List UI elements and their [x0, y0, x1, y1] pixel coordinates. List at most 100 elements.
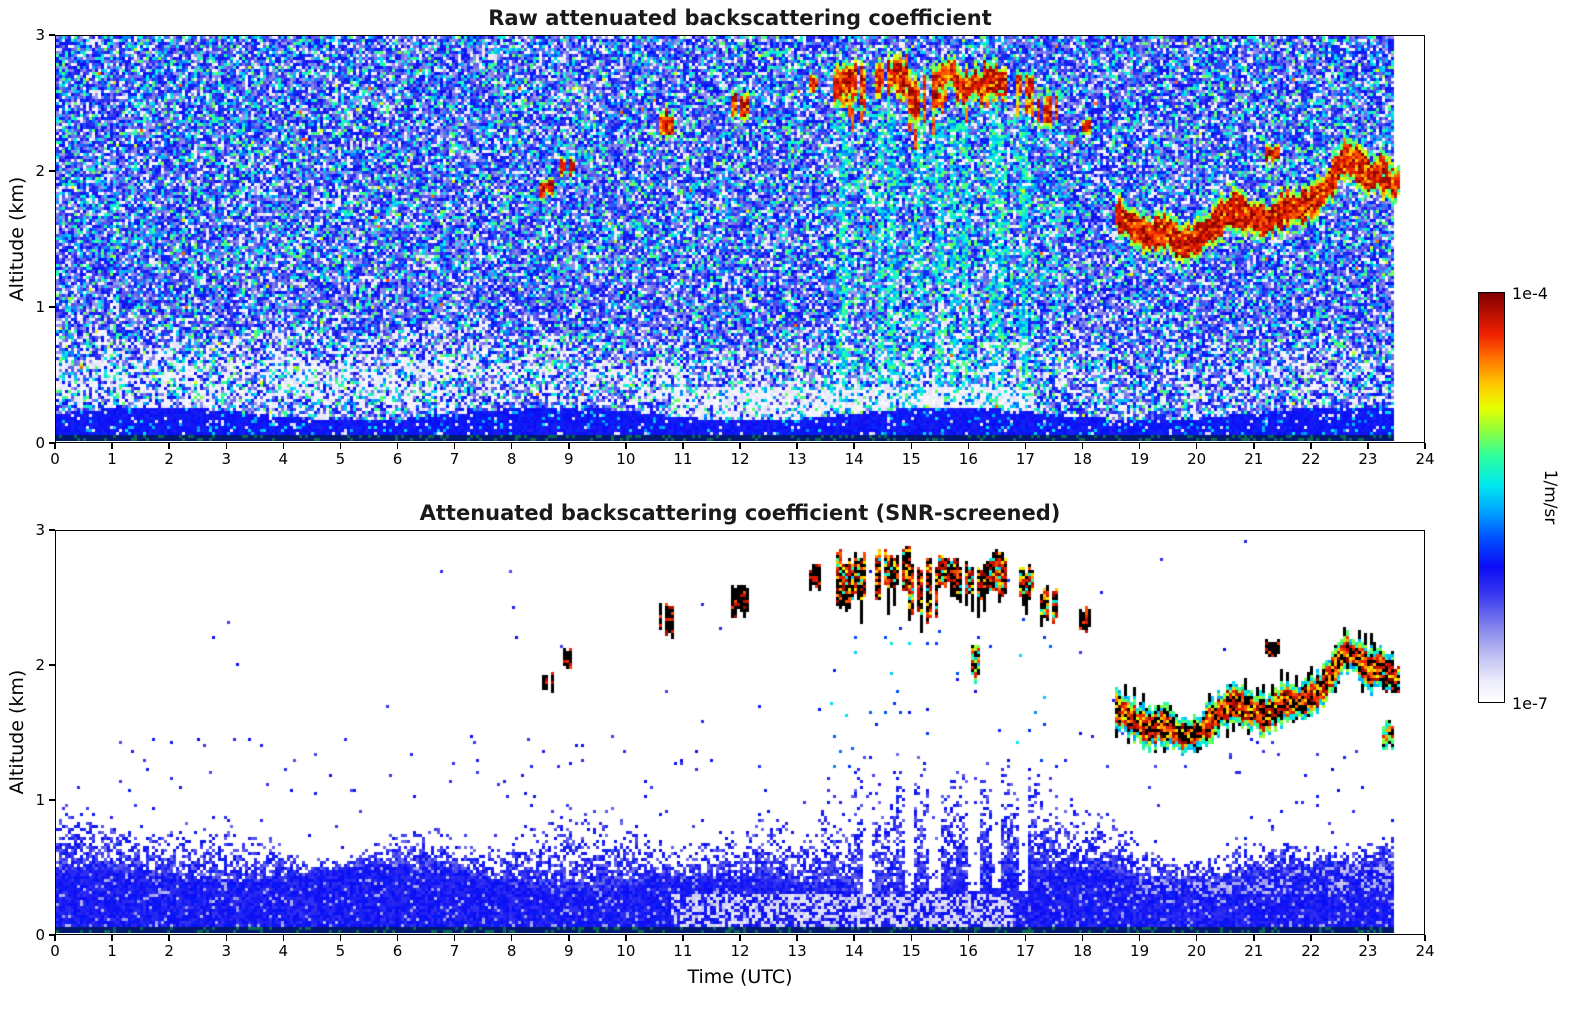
- x-tick-label: 22: [1301, 450, 1321, 468]
- x-tick-label: 19: [1130, 942, 1150, 960]
- panel2-plot-area: [55, 530, 1425, 935]
- x-tick-label: 17: [1015, 450, 1035, 468]
- y-tick-label: 3: [35, 26, 45, 44]
- x-tick-mark: [739, 443, 741, 449]
- x-tick-label: 16: [958, 942, 978, 960]
- x-tick-mark: [739, 935, 741, 941]
- x-tick-mark: [967, 443, 970, 449]
- x-tick-label: 12: [730, 450, 750, 468]
- panel2-title: Attenuated backscattering coefficient (S…: [419, 501, 1061, 525]
- y-tick-mark: [49, 934, 55, 936]
- x-tick-mark: [682, 443, 684, 449]
- y-tick-label: 0: [35, 434, 45, 452]
- x-tick-label: 20: [1187, 450, 1207, 468]
- x-tick-label: 5: [335, 450, 346, 468]
- x-tick-label: 4: [278, 942, 289, 960]
- x-tick-label: 23: [1358, 450, 1378, 468]
- y-tick-mark: [49, 664, 55, 666]
- x-tick-mark: [1138, 935, 1141, 941]
- x-tick-mark: [910, 935, 912, 941]
- x-tick-label: 10: [616, 450, 636, 468]
- x-tick-mark: [1138, 443, 1141, 449]
- x-tick-label: 6: [392, 942, 403, 960]
- x-tick-mark: [1081, 443, 1084, 449]
- x-tick-label: 6: [392, 450, 403, 468]
- panel2-y-axis-label: Altitude (km): [6, 669, 28, 795]
- x-tick-label: 3: [221, 450, 232, 468]
- x-tick-mark: [1024, 443, 1027, 449]
- x-tick-label: 12: [730, 942, 750, 960]
- x-tick-label: 23: [1358, 942, 1378, 960]
- x-tick-mark: [1253, 935, 1255, 941]
- x-tick-mark: [225, 935, 227, 941]
- x-tick-mark: [339, 935, 342, 941]
- x-tick-label: 7: [449, 450, 460, 468]
- colorbar-max-label: 1e-4: [1512, 284, 1548, 303]
- x-tick-mark: [510, 935, 513, 941]
- x-tick-mark: [282, 935, 285, 941]
- x-tick-label: 1: [107, 942, 117, 960]
- panel1-heatmap: [56, 36, 1423, 441]
- x-tick-mark: [853, 935, 855, 941]
- x-tick-label: 13: [787, 942, 807, 960]
- x-tick-mark: [1424, 443, 1426, 449]
- x-tick-mark: [339, 443, 342, 449]
- x-tick-label: 15: [901, 450, 921, 468]
- y-tick-label: 0: [35, 926, 45, 944]
- x-tick-mark: [853, 443, 855, 449]
- x-tick-mark: [1310, 935, 1312, 941]
- x-tick-label: 8: [506, 450, 517, 468]
- x-tick-label: 14: [844, 450, 864, 468]
- x-axis-label: Time (UTC): [687, 966, 793, 988]
- x-tick-label: 21: [1244, 450, 1264, 468]
- colorbar-unit-label: 1/m/sr: [1540, 469, 1560, 525]
- x-tick-label: 15: [901, 942, 921, 960]
- x-tick-mark: [111, 935, 113, 941]
- x-tick-label: 1: [107, 450, 117, 468]
- x-tick-mark: [54, 443, 56, 449]
- x-tick-mark: [1081, 935, 1084, 941]
- y-tick-mark: [49, 529, 55, 531]
- x-tick-label: 11: [673, 942, 693, 960]
- x-tick-label: 0: [50, 450, 60, 468]
- x-tick-label: 4: [278, 450, 289, 468]
- x-tick-label: 3: [221, 942, 232, 960]
- x-tick-mark: [396, 935, 399, 941]
- x-tick-label: 24: [1415, 942, 1435, 960]
- y-tick-mark: [49, 170, 55, 172]
- x-tick-mark: [796, 935, 798, 941]
- x-tick-mark: [625, 443, 627, 449]
- y-tick-mark: [49, 34, 55, 36]
- x-tick-mark: [568, 443, 570, 449]
- x-tick-mark: [282, 443, 285, 449]
- x-tick-label: 21: [1244, 942, 1264, 960]
- x-tick-mark: [682, 935, 684, 941]
- x-tick-mark: [225, 443, 227, 449]
- x-tick-label: 24: [1415, 450, 1435, 468]
- x-tick-mark: [168, 443, 170, 449]
- x-tick-label: 14: [844, 942, 864, 960]
- y-tick-mark: [49, 306, 55, 308]
- x-tick-mark: [1195, 935, 1198, 941]
- x-tick-mark: [453, 935, 456, 941]
- y-tick-label: 2: [35, 162, 45, 180]
- x-tick-mark: [568, 935, 570, 941]
- x-tick-mark: [1424, 935, 1426, 941]
- x-tick-label: 8: [506, 942, 517, 960]
- x-tick-label: 18: [1072, 450, 1093, 468]
- x-tick-mark: [111, 443, 113, 449]
- x-tick-mark: [1367, 443, 1369, 449]
- x-tick-label: 17: [1015, 942, 1035, 960]
- y-tick-label: 1: [35, 791, 45, 809]
- y-tick-mark: [49, 799, 55, 801]
- x-tick-label: 2: [164, 450, 174, 468]
- x-tick-mark: [453, 443, 456, 449]
- x-tick-label: 13: [787, 450, 807, 468]
- x-tick-mark: [1367, 935, 1369, 941]
- x-tick-label: 9: [563, 942, 574, 960]
- x-tick-label: 7: [449, 942, 460, 960]
- x-tick-label: 18: [1072, 942, 1093, 960]
- y-tick-label: 1: [35, 298, 45, 316]
- x-tick-label: 5: [335, 942, 346, 960]
- x-tick-label: 11: [673, 450, 693, 468]
